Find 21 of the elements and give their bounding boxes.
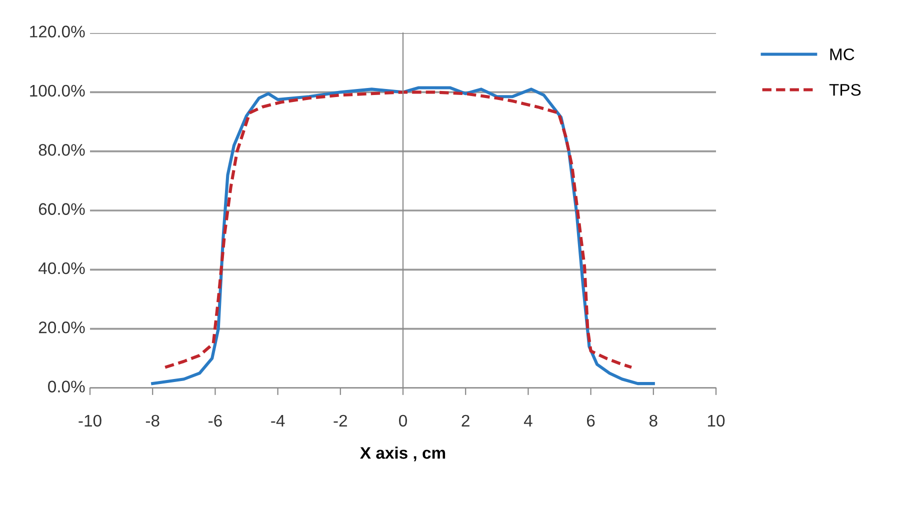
y-tick-label: 20.0% <box>38 322 85 334</box>
y-tick-label: 40.0% <box>38 262 85 274</box>
y-tick-label: 100.0% <box>30 84 85 97</box>
legend-label: TPS <box>829 84 861 96</box>
x-axis-title: X axis , cm <box>360 446 446 462</box>
x-tick-label: 4 <box>524 415 532 426</box>
x-tick-label: -8 <box>146 414 160 427</box>
x-tick-label: 10 <box>708 414 725 427</box>
y-tick-label: 0.0% <box>48 380 85 392</box>
x-tick-label: 0 <box>399 414 407 427</box>
y-tick-label: 80.0% <box>38 144 85 156</box>
x-tick-label: -2 <box>334 414 347 426</box>
x-tick-label: -4 <box>271 415 285 426</box>
x-tick-label: -10 <box>78 414 102 427</box>
x-tick-label: 8 <box>649 414 658 427</box>
legend-label: MC <box>830 48 854 60</box>
y-tick-label: 60.0% <box>38 203 85 215</box>
y-tick-label: 120.0% <box>30 26 85 38</box>
x-tick-label: 2 <box>462 414 470 426</box>
x-tick-label: -6 <box>208 414 222 427</box>
x-tick-label: 6 <box>587 414 595 427</box>
